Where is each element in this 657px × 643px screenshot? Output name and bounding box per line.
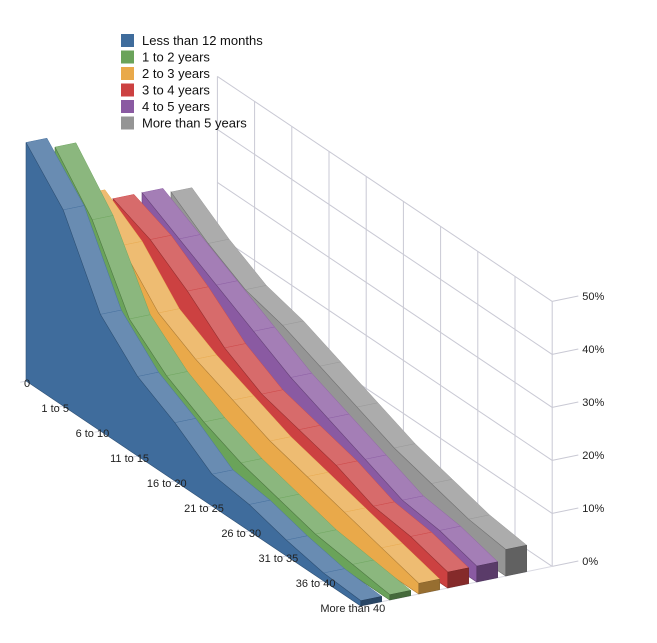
series-ribbon [25,137,383,607]
grid-line-side [552,560,579,567]
legend-swatch [121,116,134,130]
ribbon-end-cap [360,596,382,607]
series-layer [25,137,528,607]
legend-swatch [121,83,134,97]
value-tick-label: 0% [582,556,598,568]
value-axis: 0% 10% 20% 30% 40% 50% [582,291,604,568]
grid-line-side [552,295,579,302]
category-axis: 0 1 to 5 6 to 10 11 to 15 16 to 20 21 to 25 26… [24,378,385,615]
ribbon-end-cap [447,567,469,589]
legend-entry-label: Less than 12 months [142,33,263,48]
value-tick-label: 40% [582,344,604,356]
grid-line-horizontal [217,128,553,355]
ribbon-end-cap [418,578,440,595]
grid-line-side [552,348,579,355]
ribbon-end-cap [505,544,527,577]
grid-line-side [552,507,579,514]
category-tick-label: 0 [24,378,30,390]
value-tick-label: 20% [582,450,604,462]
legend-swatch [121,67,134,80]
grid-line-horizontal [217,75,553,302]
value-tick-label: 10% [582,503,604,515]
series-ribbon [170,187,528,577]
category-tick-label: 31 to 35 [259,553,299,565]
category-tick-label: 36 to 40 [296,578,336,590]
grid-line-horizontal [217,181,553,408]
legend-entry-label: 2 to 3 years [142,66,210,81]
legend-entry-label: 4 to 5 years [142,99,210,114]
value-tick-label: 30% [582,397,604,409]
value-tick-label: 50% [582,291,604,303]
category-tick-label: 26 to 30 [221,528,261,540]
legend-swatch [121,100,134,113]
legend-entry-label: 1 to 2 years [142,50,210,65]
category-tick-label: 1 to 5 [41,403,69,415]
category-tick-label: 16 to 20 [147,478,187,490]
category-tick-label: More than 40 [320,603,385,615]
category-tick-label: 11 to 15 [110,453,149,465]
category-tick-label: 6 to 10 [76,428,110,440]
grid-line-side [552,401,579,408]
legend-swatch [121,50,134,64]
category-tick-label: 21 to 25 [184,503,224,515]
ribbon-end-cap [476,561,498,583]
grid-line-side [552,454,579,461]
ribbon-end-cap [389,590,411,601]
legend-entry-label: More than 5 years [142,116,247,131]
legend-entry-label: 3 to 4 years [142,83,210,98]
legend-swatch [121,34,134,47]
grid-line-horizontal [217,234,553,461]
